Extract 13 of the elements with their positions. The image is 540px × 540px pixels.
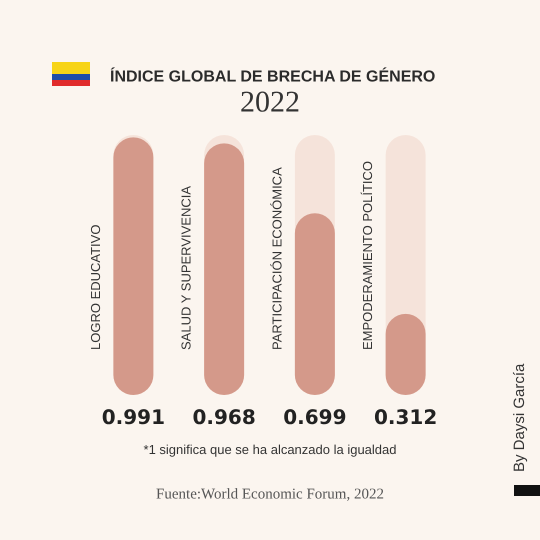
x-tick-label: EMPODERAMIENTO POLÍTICO (360, 160, 376, 350)
x-tick-label: SALUD Y SUPERVIVENCIA (178, 186, 194, 350)
text: *1 significa que se ha alcanzado la igualdad (144, 442, 396, 457)
data-label: 0.968 (192, 405, 256, 429)
x-tick-label: LOGRO EDUCATIVO (88, 224, 103, 350)
chart-subtitle: 2022 (240, 86, 300, 118)
text: By Daysi García (511, 362, 528, 472)
chart-title: ÍNDICE GLOBAL DE BRECHA DE GÉNERO (110, 66, 436, 86)
data-label: 0.699 (283, 405, 347, 429)
source-note: Fuente:World Economic Forum, 2022 (156, 486, 384, 502)
data-label: 0.991 (102, 405, 166, 429)
data-label: 0.312 (374, 405, 438, 429)
x-tick-label: PARTICIPACIÓN ECONÓMICA (269, 166, 284, 350)
